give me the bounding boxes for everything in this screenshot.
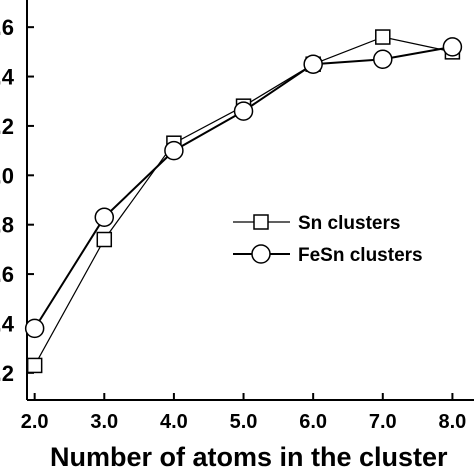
- marker: [253, 214, 269, 230]
- y-tick-label: 2.2: [0, 114, 14, 139]
- series-line: [34, 36, 453, 366]
- y-tick-label: 1.8: [0, 213, 14, 238]
- marker: [251, 244, 271, 264]
- x-tick-label: 7.0: [369, 411, 397, 433]
- series-line: [33, 45, 453, 329]
- marker: [96, 231, 113, 248]
- x-tick-label: 3.0: [90, 411, 118, 433]
- marker: [442, 37, 463, 57]
- marker: [303, 54, 323, 74]
- y-tick-label: 2.6: [0, 15, 14, 40]
- x-tick-label: 6.0: [299, 411, 327, 433]
- x-tick-label: 2.0: [21, 411, 49, 433]
- marker: [375, 29, 391, 45]
- x-tick-label: 5.0: [230, 411, 258, 433]
- y-tick-label: 2.4: [0, 65, 15, 90]
- y-tick-label: 1.6: [0, 262, 14, 287]
- marker: [164, 140, 184, 161]
- x-tick-label: 4.0: [160, 411, 188, 433]
- legend-label: Sn clusters: [298, 213, 400, 234]
- legend-label: FeSn clusters: [298, 245, 423, 266]
- marker: [94, 207, 115, 228]
- marker: [24, 318, 45, 339]
- x-axis-label: Number of atoms in the cluster: [50, 442, 448, 472]
- marker: [373, 49, 393, 70]
- marker: [233, 101, 254, 121]
- marker: [26, 357, 43, 374]
- y-tick-label: 2.0: [0, 163, 14, 188]
- x-tick-label: 8.0: [439, 411, 467, 433]
- y-tick-label: 1.2: [0, 361, 14, 386]
- y-tick-label: 1.4: [0, 311, 15, 336]
